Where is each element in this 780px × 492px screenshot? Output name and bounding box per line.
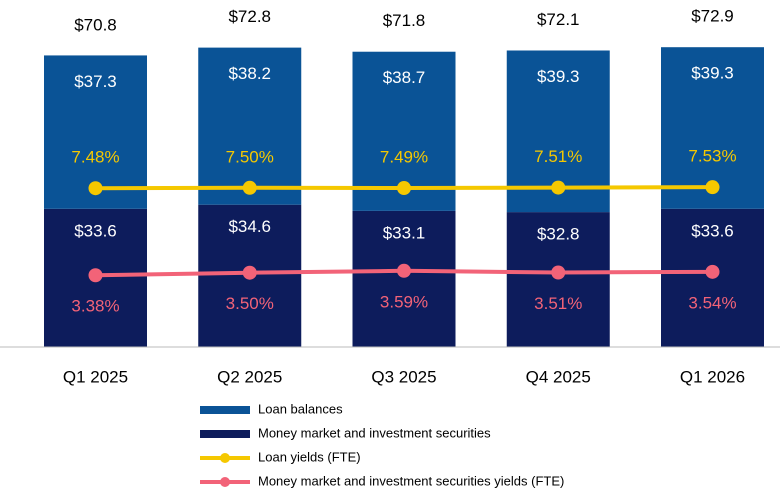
line-label: 3.51% <box>534 294 582 313</box>
line-label: 7.53% <box>688 147 736 166</box>
total-label: $71.8 <box>383 11 426 30</box>
bar-label: $34.6 <box>228 217 271 236</box>
bar-segment <box>198 47 302 205</box>
total-label: $70.8 <box>74 15 117 34</box>
line-point <box>705 180 720 195</box>
line-label: 7.51% <box>534 147 582 166</box>
total-label: $72.1 <box>537 10 580 29</box>
bar-label: $39.3 <box>537 67 580 86</box>
line-point <box>397 181 411 196</box>
line-label: 3.38% <box>71 297 119 316</box>
line-point <box>88 268 103 283</box>
bar-label: $33.6 <box>691 221 734 240</box>
line-point <box>551 180 566 195</box>
line-point <box>397 263 411 278</box>
line-point <box>242 180 257 195</box>
x-tick-label: Q1 2026 <box>680 367 745 386</box>
line-label: 7.48% <box>71 148 119 167</box>
legend-label: Money market and investment securities y… <box>258 473 564 488</box>
line-label: 7.50% <box>226 147 274 166</box>
line-label: 7.49% <box>380 148 428 167</box>
bar-segment <box>506 212 610 347</box>
line-point <box>705 264 720 279</box>
legend-label: Money market and investment securities <box>258 425 491 440</box>
bar-label: $39.3 <box>691 64 734 83</box>
x-tick-label: Q3 2025 <box>371 367 436 386</box>
x-tick-label: Q1 2025 <box>63 367 128 386</box>
bar-label: $33.6 <box>74 221 117 240</box>
x-tick-label: Q4 2025 <box>526 367 591 386</box>
bar-label: $38.2 <box>228 64 271 83</box>
line-point <box>88 181 103 196</box>
legend-swatch-dot <box>220 453 230 463</box>
line-label: 3.50% <box>226 294 274 313</box>
legend-swatch <box>200 406 250 414</box>
legend-swatch-dot <box>220 477 230 487</box>
bar-segment <box>352 210 456 347</box>
line-label: 3.59% <box>380 292 428 311</box>
total-label: $72.8 <box>228 7 271 26</box>
bar-label: $38.7 <box>383 68 426 87</box>
line-point <box>551 265 566 280</box>
legend-swatch <box>200 430 250 438</box>
total-label: $72.9 <box>691 7 734 26</box>
x-tick-label: Q2 2025 <box>217 367 282 386</box>
bar-label: $33.1 <box>383 223 426 242</box>
bar-label: $32.8 <box>537 225 580 244</box>
legend-label: Loan yields (FTE) <box>258 449 361 464</box>
line-label: 3.54% <box>688 293 736 312</box>
legend-label: Loan balances <box>258 401 343 416</box>
bar-label: $37.3 <box>74 72 117 91</box>
line-point <box>242 265 257 280</box>
